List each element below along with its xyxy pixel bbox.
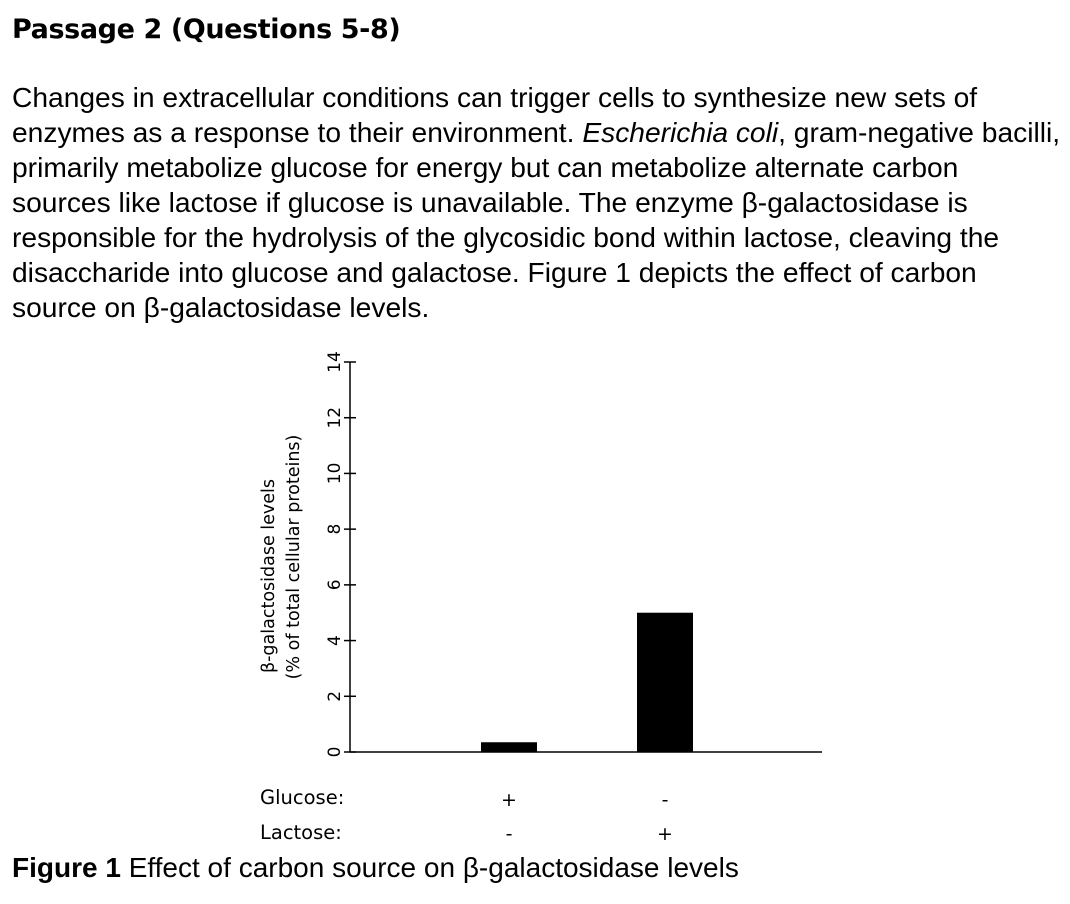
y-axis-title: β-galactosidase levels (% of total cellu…: [259, 435, 304, 680]
figure-caption-label: Figure 1: [12, 852, 121, 883]
y-tick-label: 12: [325, 407, 345, 429]
category-labels: Glucose: Lactose: + - - +: [260, 786, 673, 845]
glucose-condition-2: -: [662, 789, 669, 811]
figure-caption-text: Effect of carbon source on β-galactosida…: [120, 852, 739, 883]
y-tick-label: 2: [325, 691, 345, 702]
bar-1: [481, 742, 537, 752]
species-name: Escherichia coli: [582, 116, 779, 148]
figure-caption: Figure 1 Effect of carbon source on β-ga…: [12, 852, 739, 884]
y-tick-label: 8: [325, 524, 345, 535]
y-tick-label: 10: [325, 463, 345, 485]
lactose-condition-1: -: [506, 823, 513, 845]
row-label-glucose: Glucose:: [260, 786, 344, 809]
y-tick-label: 4: [325, 635, 345, 646]
y-tick-label: 0: [325, 747, 345, 758]
y-axis-label-line2: (% of total cellular proteins): [284, 435, 304, 680]
y-axis-label-line1: β-galactosidase levels: [259, 479, 279, 673]
bar-2: [637, 612, 693, 752]
y-tick-label: 6: [325, 579, 345, 590]
glucose-condition-1: +: [501, 789, 517, 811]
lactose-condition-2: +: [657, 823, 673, 845]
passage-text-part2: , gram-negative bacilli, primarily metab…: [12, 116, 1061, 323]
y-axis-ticks: 0 2 4 6 8 10 12 14: [325, 351, 356, 757]
y-tick-label: 14: [325, 351, 345, 373]
row-label-lactose: Lactose:: [260, 821, 342, 844]
passage-title: Passage 2 (Questions 5-8): [12, 14, 401, 45]
passage-text-part1: Changes in extracellular conditions can …: [12, 81, 978, 148]
passage-body: Changes in extracellular conditions can …: [12, 80, 1062, 325]
chart-bars: [481, 612, 693, 752]
